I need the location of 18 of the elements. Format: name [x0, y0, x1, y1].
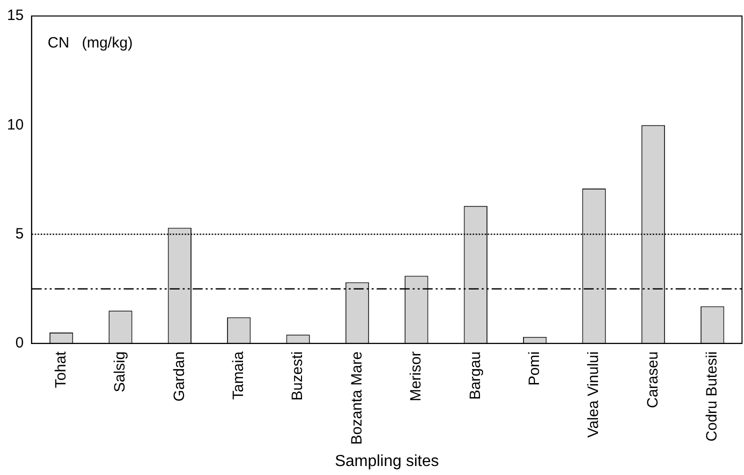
x-tick-label: Codru Butesii	[704, 351, 721, 442]
x-tick-label: Caraseu	[644, 351, 662, 408]
x-tick-label: Valea Vinului	[585, 351, 602, 438]
x-tick-label: Bozanta Mare	[348, 351, 366, 445]
annotation: CN (mg/kg)	[48, 34, 133, 52]
x-tick-label: Tamaia	[230, 350, 247, 400]
x-tick-label: Pomi	[526, 351, 543, 386]
y-tick-label: 5	[15, 225, 24, 242]
x-tick-label: Tohat	[52, 350, 70, 388]
x-tick-label: Bargau	[466, 351, 484, 400]
x-tick-label: Buzesti	[289, 351, 306, 401]
y-tick-label: 0	[15, 334, 24, 352]
y-tick-label: 10	[6, 116, 24, 134]
x-tick-label: Gardan	[170, 351, 188, 402]
x-axis-title: Sampling sites	[334, 452, 439, 470]
x-tick-label: Salsig	[112, 351, 129, 392]
x-tick-label: Merisor	[408, 351, 425, 402]
y-tick-label: 15	[6, 7, 24, 24]
